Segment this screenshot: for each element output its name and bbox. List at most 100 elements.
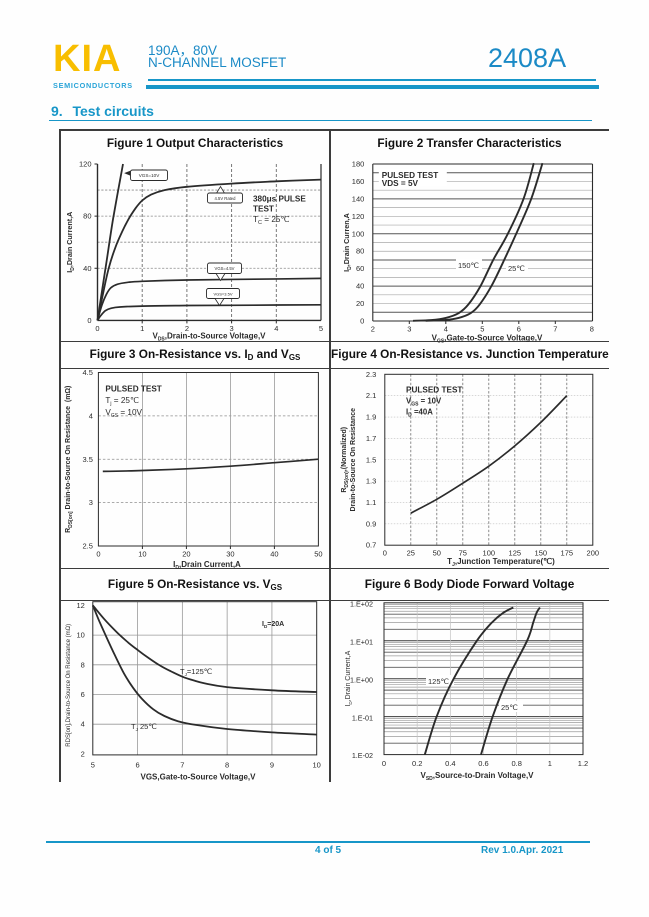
svg-text:RDS[on] Drain-to-Source On Res: RDS[on] Drain-to-Source On Resistance (m…: [65, 386, 74, 533]
svg-text:VDS = 5V: VDS = 5V: [382, 179, 419, 188]
svg-text:ID,Drain Current,A: ID,Drain Current,A: [65, 212, 76, 273]
svg-text:120: 120: [352, 212, 365, 221]
svg-text:3: 3: [230, 324, 234, 333]
svg-text:5: 5: [480, 325, 484, 334]
svg-text:9: 9: [270, 760, 274, 769]
svg-text:PULSED TEST: PULSED TEST: [382, 171, 438, 180]
svg-text:12: 12: [76, 601, 84, 610]
svg-text:0: 0: [360, 317, 364, 326]
svg-text:100: 100: [483, 549, 496, 558]
svg-text:140: 140: [352, 194, 365, 203]
svg-text:TC = 25℃: TC = 25℃: [253, 215, 290, 226]
svg-text:80: 80: [356, 247, 364, 256]
svg-text:180: 180: [352, 160, 365, 169]
svg-text:TEST: TEST: [253, 205, 274, 214]
svg-text:8: 8: [225, 760, 229, 769]
svg-text:20: 20: [356, 299, 364, 308]
svg-text:1.9: 1.9: [366, 413, 376, 422]
svg-text:4: 4: [89, 411, 93, 420]
svg-text:40: 40: [270, 550, 278, 559]
svg-text:0.8: 0.8: [511, 759, 521, 768]
svg-text:VGS=3.5V: VGS=3.5V: [213, 291, 232, 296]
svg-text:10: 10: [138, 550, 146, 559]
svg-text:0.6: 0.6: [478, 759, 488, 768]
svg-text:0: 0: [383, 549, 387, 558]
svg-text:VGS,Gate-to-Source Voltage,V: VGS,Gate-to-Source Voltage,V: [141, 772, 257, 781]
svg-text:5: 5: [319, 324, 323, 333]
svg-text:6: 6: [135, 760, 139, 769]
svg-text:4.5: 4.5: [82, 368, 92, 377]
svg-text:VSD,Source-to-Drain Voltage,V: VSD,Source-to-Drain Voltage,V: [420, 771, 534, 782]
svg-text:VGS = 10V: VGS = 10V: [406, 397, 442, 408]
svg-text:20: 20: [182, 550, 190, 559]
svg-text:75: 75: [459, 549, 467, 558]
svg-text:80: 80: [83, 212, 91, 221]
svg-text:150: 150: [535, 549, 548, 558]
svg-text:8: 8: [81, 660, 85, 669]
svg-text:1.3: 1.3: [366, 477, 376, 486]
svg-text:RDS[on],Drain-to-Source On Res: RDS[on],Drain-to-Source On Resistance (m…: [66, 624, 72, 747]
svg-text:1: 1: [548, 759, 552, 768]
svg-text:40: 40: [83, 264, 91, 273]
svg-text:1.E-02: 1.E-02: [352, 751, 373, 760]
svg-text:175: 175: [561, 549, 574, 558]
svg-text:120: 120: [79, 160, 92, 169]
svg-text:PULSED TEST: PULSED TEST: [105, 385, 161, 394]
svg-text:30: 30: [226, 550, 234, 559]
svg-text:6: 6: [517, 325, 521, 334]
svg-text:1.E-01: 1.E-01: [352, 713, 373, 722]
svg-text:0: 0: [87, 316, 91, 325]
svg-text:PULSED TEST: PULSED TEST: [406, 386, 462, 395]
svg-text:60: 60: [356, 264, 364, 273]
svg-text:3: 3: [89, 498, 93, 507]
svg-text:40: 40: [356, 282, 364, 291]
svg-text:8: 8: [590, 325, 594, 334]
svg-text:Drain-to-Source On Resistance: Drain-to-Source On Resistance: [350, 408, 357, 512]
svg-text:50: 50: [314, 550, 322, 559]
svg-text:2.3: 2.3: [366, 370, 376, 379]
svg-text:125℃: 125℃: [428, 677, 450, 686]
svg-text:VGS,Gate-to-Source Voltage,V: VGS,Gate-to-Source Voltage,V: [432, 334, 543, 345]
svg-text:4: 4: [274, 324, 278, 333]
svg-text:0: 0: [95, 324, 99, 333]
svg-text:VGS = 10V: VGS = 10V: [105, 408, 142, 419]
svg-text:6: 6: [81, 690, 85, 699]
svg-text:1.7: 1.7: [366, 434, 376, 443]
svg-text:10: 10: [76, 631, 84, 640]
svg-text:25℃: 25℃: [501, 703, 518, 712]
svg-text:0: 0: [96, 550, 100, 559]
svg-text:VGS=4.5V: VGS=4.5V: [215, 266, 235, 271]
svg-text:2.5: 2.5: [82, 542, 92, 551]
svg-text:0.2: 0.2: [412, 759, 422, 768]
svg-text:50: 50: [433, 549, 441, 558]
svg-text:7: 7: [180, 760, 184, 769]
svg-text:TJ,Junction Temperature(℃): TJ,Junction Temperature(℃): [447, 557, 555, 568]
svg-text:ID,Drain Curren,A: ID,Drain Curren,A: [342, 213, 353, 272]
svg-text:0.4: 0.4: [445, 759, 455, 768]
svg-text:VGS=10V: VGS=10V: [139, 173, 160, 178]
svg-text:VDS,Drain-to-Source Voltage,V: VDS,Drain-to-Source Voltage,V: [152, 332, 266, 343]
svg-text:1.1: 1.1: [366, 498, 376, 507]
svg-text:1: 1: [140, 324, 144, 333]
svg-text:10: 10: [313, 760, 321, 769]
svg-text:1.5: 1.5: [366, 455, 376, 464]
svg-text:ID,Drain Current,A: ID,Drain Current,A: [173, 560, 241, 571]
svg-text:4: 4: [81, 720, 85, 729]
svg-text:4.5V Rated: 4.5V Rated: [215, 196, 237, 201]
svg-text:ID=20A: ID=20A: [262, 621, 284, 629]
svg-text:7: 7: [553, 325, 557, 334]
svg-text:1.E+01: 1.E+01: [350, 637, 373, 646]
svg-text:125: 125: [509, 549, 522, 558]
svg-text:1.E+00: 1.E+00: [350, 675, 373, 684]
svg-text:0: 0: [382, 759, 386, 768]
svg-text:2: 2: [81, 749, 85, 758]
svg-text:0.9: 0.9: [366, 519, 376, 528]
svg-text:1.E+02: 1.E+02: [350, 599, 373, 608]
svg-text:RDS(on),(Normalized): RDS(on),(Normalized): [341, 427, 350, 493]
svg-text:160: 160: [352, 177, 365, 186]
svg-text:150℃: 150℃: [458, 261, 480, 270]
svg-text:0.7: 0.7: [366, 541, 376, 550]
svg-text:Tj = 25℃: Tj = 25℃: [105, 396, 139, 407]
svg-text:100: 100: [352, 229, 365, 238]
svg-text:2: 2: [371, 325, 375, 334]
